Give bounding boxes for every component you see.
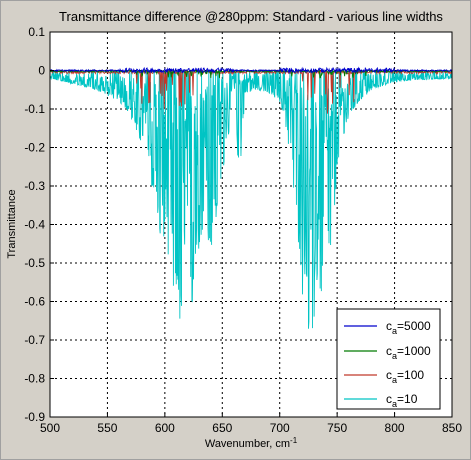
- y-tick-label: -0.8: [24, 372, 45, 386]
- legend-base: c: [386, 319, 392, 333]
- x-tick-label: 650: [212, 421, 232, 435]
- y-tick-label: -0.3: [24, 179, 45, 193]
- y-tick-label: -0.4: [24, 218, 45, 232]
- chart-title: Transmittance difference @280ppm: Standa…: [59, 9, 443, 24]
- x-tick-label: 850: [442, 421, 462, 435]
- x-tick-label: 800: [385, 421, 405, 435]
- x-tick-label: 600: [155, 421, 175, 435]
- x-tick-label: 500: [40, 421, 60, 435]
- legend-value: =10: [397, 392, 418, 406]
- legend-base: c: [386, 344, 392, 358]
- legend-value: =5000: [397, 319, 431, 333]
- x-tick-label: 700: [270, 421, 290, 435]
- series-layer: [49, 66, 453, 329]
- y-tick-label: 0.1: [28, 25, 45, 39]
- series-line-ca5000: [49, 66, 453, 75]
- legend-base: c: [386, 392, 392, 406]
- x-axis: 500 550 600 650 700 750 800 850: [40, 413, 462, 435]
- legend-value: =100: [397, 368, 424, 382]
- y-tick-label: -0.6: [24, 295, 45, 309]
- legend-sub: a: [392, 351, 397, 361]
- y-tick-label: -0.2: [24, 141, 45, 155]
- legend-sub: a: [392, 375, 397, 385]
- x-tick-label: 750: [327, 421, 347, 435]
- legend-entry: ca=1000: [386, 344, 431, 361]
- legend-sub: a: [392, 326, 397, 336]
- y-tick-label: 0: [38, 64, 45, 78]
- legend-entry: ca=5000: [386, 319, 431, 336]
- y-tick-label: -0.7: [24, 333, 45, 347]
- legend-entry: ca=10: [386, 392, 418, 409]
- x-axis-label-text: Wavenumber, cm: [205, 438, 290, 450]
- y-tick-label: -0.1: [24, 102, 45, 116]
- y-tick-label: -0.5: [24, 256, 45, 270]
- legend-base: c: [386, 368, 392, 382]
- y-axis: 0.1 0 -0.1 -0.2 -0.3 -0.4 -0.5 -0.6 -0.7 -0.8 -0.9: [24, 25, 54, 424]
- x-axis-label-superscript: -1: [290, 436, 298, 445]
- legend-entry: ca=100: [386, 368, 424, 385]
- legend-value: =1000: [397, 344, 431, 358]
- y-axis-label: Transmittance: [6, 189, 18, 258]
- x-tick-label: 550: [97, 421, 117, 435]
- x-axis-label: Wavenumber, cm-1: [205, 436, 298, 450]
- legend-sub: a: [392, 399, 397, 409]
- y-tick-label: -0.9: [24, 410, 45, 424]
